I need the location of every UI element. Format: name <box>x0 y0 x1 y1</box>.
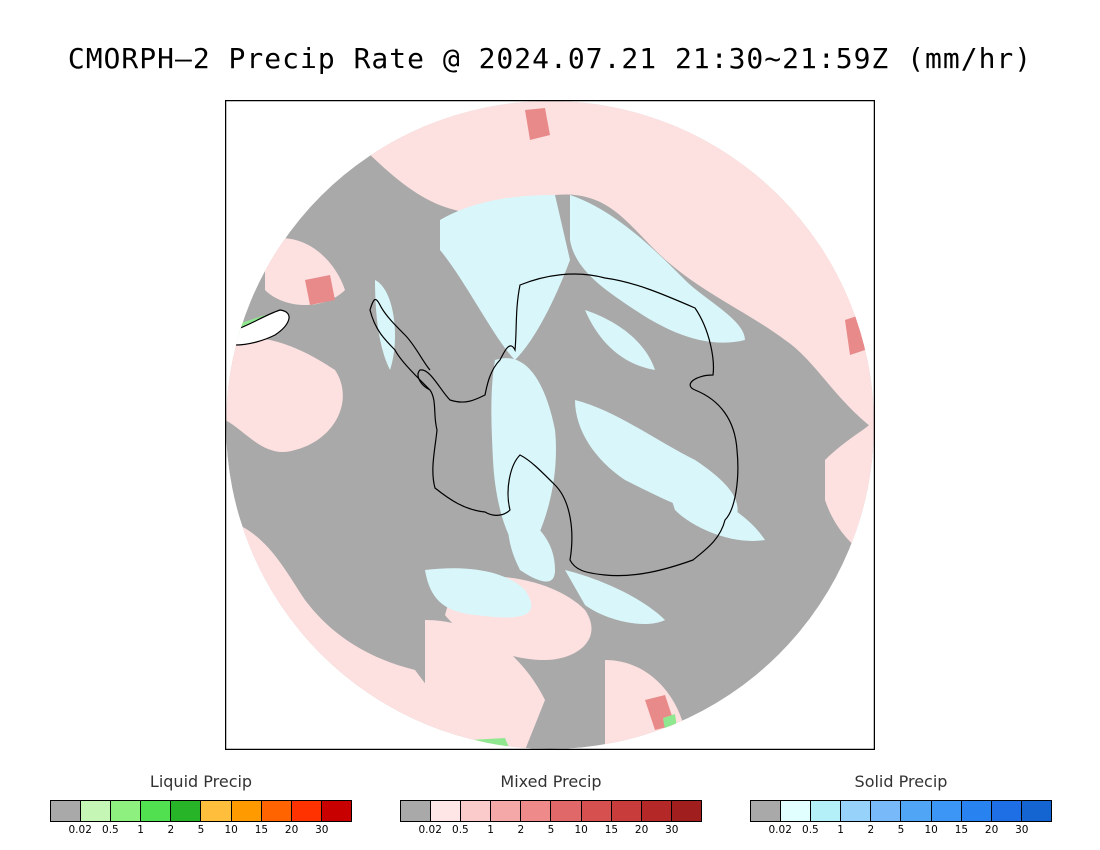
legend-colorbar <box>400 800 702 822</box>
legend-swatch <box>291 801 322 821</box>
legend-tick-label: 0.02 <box>418 824 442 836</box>
legend-colorbar <box>50 800 352 822</box>
legend-swatch <box>551 801 582 821</box>
legend-tick-label: 0.5 <box>102 824 119 836</box>
legend-ticks: 0.02 0.5 1 2 5 10 15 20 30 <box>750 822 1052 836</box>
legend-tick-label: 20 <box>284 824 299 836</box>
legend-ticks: 0.02 0.5 1 2 5 10 15 20 30 <box>400 822 702 836</box>
antarctic-precip-map <box>225 100 875 750</box>
legend-tick-label: 5 <box>197 824 205 836</box>
legend-swatch <box>81 801 112 821</box>
legend-tick-label: 2 <box>167 824 175 836</box>
legend-swatch <box>521 801 552 821</box>
legend-swatch <box>261 801 292 821</box>
legend-ticks: 0.02 0.5 1 2 5 10 15 20 30 <box>50 822 352 836</box>
legend-swatch <box>931 801 962 821</box>
solid-precip-legend: Solid Precip 0.02 0.5 1 2 5 10 15 20 30 <box>750 772 1052 836</box>
legend-swatch <box>641 801 672 821</box>
legend-tick-label: 20 <box>634 824 649 836</box>
legend-tick-label: 20 <box>984 824 999 836</box>
legend-swatch <box>871 801 902 821</box>
legend-swatch <box>811 801 842 821</box>
solid-precip-areas <box>375 195 765 625</box>
legend-swatch <box>751 801 782 821</box>
legend-tick-label: 15 <box>954 824 969 836</box>
legend-swatch <box>491 801 522 821</box>
legend-tick-label: 30 <box>665 824 679 836</box>
map-title: CMORPH–2 Precip Rate @ 2024.07.21 21:30~… <box>67 42 1033 75</box>
legend-swatch <box>141 801 172 821</box>
legend-swatch <box>991 801 1022 821</box>
legend-swatch <box>1021 801 1051 821</box>
legend-swatch <box>321 801 351 821</box>
legend-swatch <box>201 801 232 821</box>
legend-swatch <box>111 801 142 821</box>
legend-swatch <box>781 801 812 821</box>
legend-colorbar <box>750 800 1052 822</box>
map-border <box>225 100 875 750</box>
legend-tick-label: 10 <box>924 824 938 836</box>
legend-tick-label: 1 <box>487 824 494 836</box>
legend-swatch <box>231 801 262 821</box>
legend-tick-label: 0.5 <box>452 824 469 836</box>
legend-swatch <box>171 801 202 821</box>
legend-swatch <box>581 801 612 821</box>
legend-tick-label: 15 <box>254 824 269 836</box>
legend-swatch <box>401 801 432 821</box>
legend-swatch <box>901 801 932 821</box>
legend-swatch <box>51 801 82 821</box>
legend-tick-label: 1 <box>837 824 844 836</box>
legend-tick-label: 0.5 <box>802 824 819 836</box>
mixed-precip-legend: Mixed Precip 0.02 0.5 1 2 5 10 15 20 30 <box>400 772 702 836</box>
south-america-tip <box>234 309 290 346</box>
legend-swatch <box>841 801 872 821</box>
legend-tick-label: 10 <box>224 824 238 836</box>
legend-tick-label: 30 <box>315 824 329 836</box>
legend-title: Liquid Precip <box>149 772 253 791</box>
legend-tick-label: 15 <box>604 824 619 836</box>
antarctica-coastline <box>417 273 739 577</box>
legend-tick-label: 5 <box>897 824 905 836</box>
legend-tick-label: 0.02 <box>68 824 92 836</box>
legend-swatch <box>461 801 492 821</box>
legend-tick-label: 2 <box>517 824 525 836</box>
legend-tick-label: 5 <box>547 824 555 836</box>
legend-tick-label: 1 <box>137 824 144 836</box>
liquid-precip-legend: Liquid Precip 0.02 0.5 1 2 5 10 15 20 30 <box>50 772 352 836</box>
antarctic-peninsula <box>369 298 431 391</box>
legend-tick-label: 2 <box>867 824 875 836</box>
legend-swatch <box>671 801 701 821</box>
legend-swatch <box>611 801 642 821</box>
legend-swatch <box>431 801 462 821</box>
legend-tick-label: 30 <box>1015 824 1029 836</box>
legend-tick-label: 10 <box>574 824 588 836</box>
legend-title: Solid Precip <box>854 772 948 791</box>
legend-swatch <box>961 801 992 821</box>
legend-title: Mixed Precip <box>500 772 602 791</box>
legend-tick-label: 0.02 <box>768 824 792 836</box>
